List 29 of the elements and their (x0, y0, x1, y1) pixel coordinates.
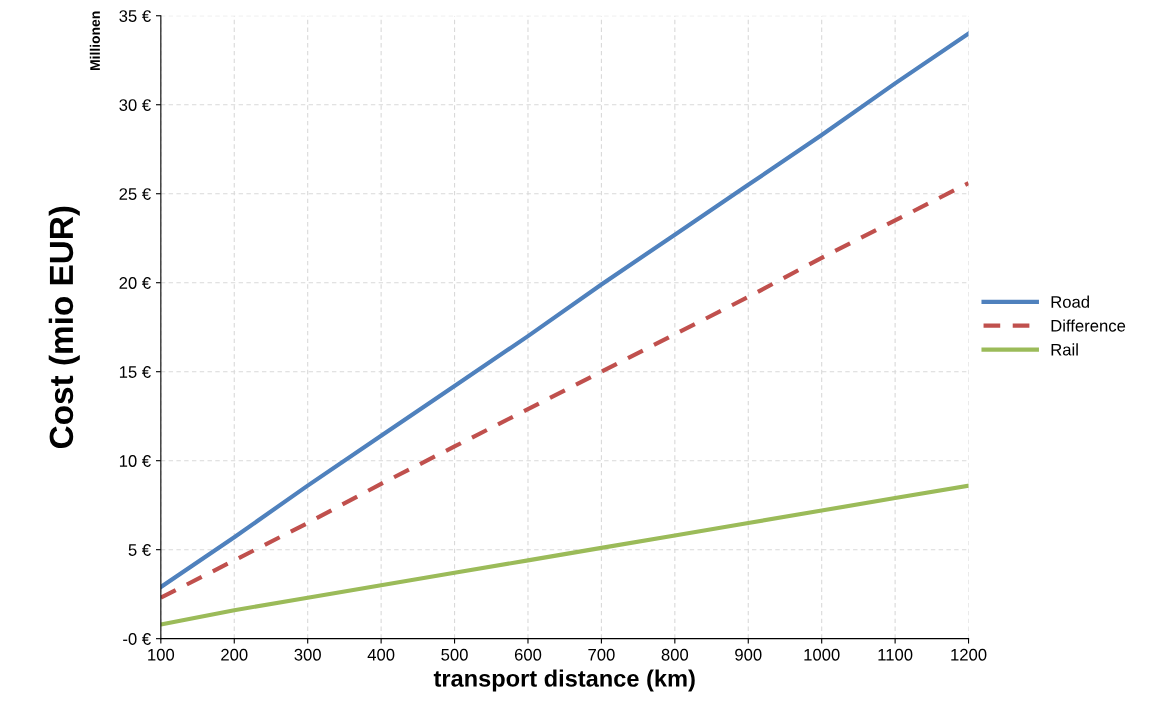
x-tick-label: 1100 (878, 648, 913, 661)
line-series (160, 180, 969, 600)
line-series (160, 483, 969, 627)
x-tick-label: 400 (367, 648, 395, 661)
x-tick-label: 300 (294, 648, 321, 661)
legend-label: Difference (1051, 319, 1126, 332)
x-tick-label: 900 (735, 648, 762, 661)
x-tick-label: 500 (441, 648, 468, 661)
y-tick-label: -0 € (123, 633, 151, 645)
x-tick-label: 100 (148, 648, 175, 661)
text: Millionen (89, 11, 100, 70)
y-tick-label: 25 € (119, 188, 151, 200)
x-tick-label: 1200 (951, 648, 987, 661)
legend-label: Rail (1051, 343, 1078, 356)
x-axis-title: transport distance (km) (433, 669, 695, 692)
x-tick-label: 800 (661, 648, 689, 661)
x-tick-label: 700 (588, 648, 615, 661)
x-tick-label: 200 (221, 648, 248, 661)
y-axis-title: Cost (mio EUR) (48, 206, 80, 449)
y-tick-label: 30 € (119, 99, 151, 111)
y-tick-label: 10 € (119, 455, 151, 467)
line-series (160, 31, 969, 590)
x-tick-label: 1000 (804, 648, 840, 661)
y-tick-label: 15 € (119, 366, 151, 378)
x-tick-label: 600 (514, 648, 542, 661)
y-tick-label: 5 € (128, 544, 151, 556)
y-tick-label: 35 € (119, 10, 151, 22)
y-tick-label: 20 € (119, 277, 151, 289)
legend-label: Road (1051, 295, 1089, 308)
